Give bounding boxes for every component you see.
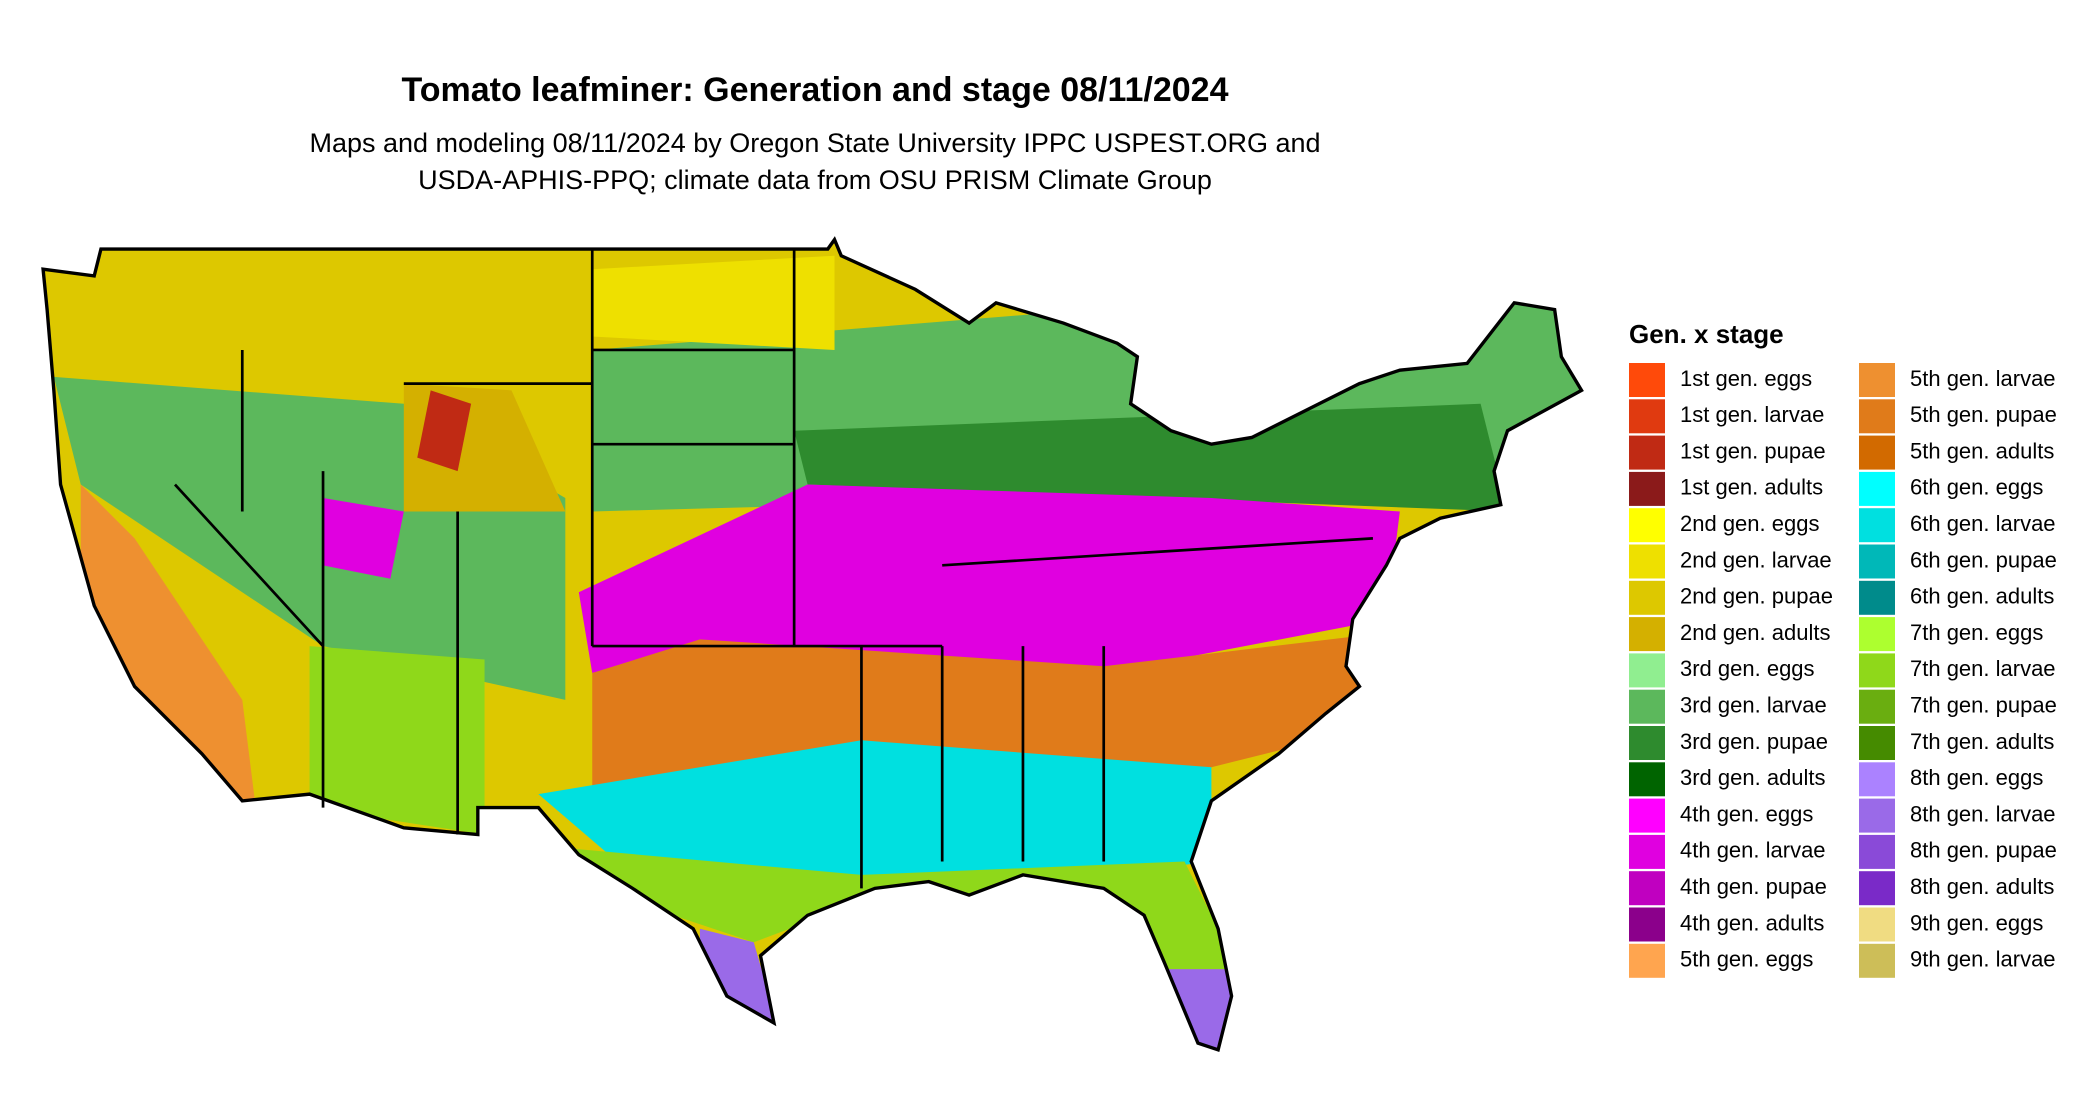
region [794,403,1508,512]
legend-swatch [1859,834,1895,869]
legend-label: 1st gen. eggs [1680,366,1812,391]
legend-label: 5th gen. pupae [1910,402,2057,427]
legend-swatch [1859,580,1895,615]
legend-label: 3rd gen. adults [1680,765,1826,790]
us-map [41,237,1584,1052]
legend-swatch [1859,363,1895,397]
legend-swatch [1629,580,1665,615]
legend-label: 4th gen. eggs [1680,801,1813,826]
legend-swatch [1629,544,1665,579]
region [578,484,1400,673]
legend-label: 8th gen. adults [1910,874,2054,899]
legend-label: 6th gen. eggs [1910,475,2043,500]
legend-swatch [1629,399,1665,434]
legend-label: 5th gen. eggs [1680,947,1813,972]
legend-label: 1st gen. pupae [1680,438,1826,463]
region [80,484,256,808]
legend-label: 8th gen. larvae [1910,801,2056,826]
legend-swatch [1629,907,1665,942]
legend-swatch [1859,726,1895,760]
legend-label: 4th gen. adults [1680,910,1824,935]
legend-label: 8th gen. pupae [1910,838,2057,863]
legend-swatch [1629,471,1665,506]
legend-label: 1st gen. larvae [1680,402,1824,427]
legend-label: 4th gen. larvae [1680,838,1826,863]
legend-label: 9th gen. eggs [1910,910,2043,935]
legend-label: 7th gen. adults [1910,729,2054,754]
legend-swatch [1629,726,1665,760]
legend-swatch [1859,471,1895,506]
state-borders [173,249,1374,889]
legend-swatch [1629,435,1665,470]
legend-swatch [1859,762,1895,797]
region [538,740,1212,889]
legend-swatch [1859,798,1895,833]
legend-swatch [1629,689,1665,724]
legend-label: 7th gen. pupae [1910,693,2057,718]
region [565,847,1239,970]
legend-swatch [1629,508,1665,543]
legend: 1st gen. eggs 1st gen. larvae 1st gen. pup… [1629,363,2057,978]
legend-swatch [1629,653,1665,688]
region [323,498,404,579]
legend-swatch [1859,617,1895,652]
legend-label: 2nd gen. pupae [1680,584,1833,609]
legend-label: 2nd gen. adults [1680,620,1830,645]
legend-label: 6th gen. adults [1910,584,2054,609]
legend-swatch [1859,653,1895,688]
legend-label: 5th gen. adults [1910,438,2054,463]
map-subtitle: USDA-APHIS-PPQ; climate data from OSU PR… [418,165,1212,195]
legend-label: 6th gen. larvae [1910,511,2056,536]
legend-swatch [1859,508,1895,543]
region [592,632,1387,822]
legend-swatch [1629,943,1665,978]
legend-label: 2nd gen. eggs [1680,511,1819,536]
legend-swatch [1859,435,1895,470]
legend-label: 2nd gen. larvae [1680,547,1832,572]
legend-swatch [1859,689,1895,724]
legend-label: 8th gen. eggs [1910,765,2043,790]
region [417,390,472,472]
legend-swatch [1629,834,1665,869]
map-title: Tomato leafminer: Generation and stage 0… [401,71,1228,109]
legend-swatch [1629,363,1665,397]
legend-swatch [1859,544,1895,579]
legend-swatch [1629,798,1665,833]
legend-swatch [1859,907,1895,942]
legend-swatch [1859,943,1895,978]
legend-label: 3rd gen. pupae [1680,729,1828,754]
legend-swatch [1859,871,1895,906]
legend-label: 1st gen. adults [1680,475,1823,500]
legend-label: 6th gen. pupae [1910,547,2057,572]
legend-label: 5th gen. larvae [1910,366,2056,391]
legend-swatch [1629,617,1665,652]
legend-label: 9th gen. larvae [1910,947,2056,972]
legend-label: 4th gen. pupae [1680,874,1827,899]
legend-label: 3rd gen. eggs [1680,656,1815,681]
region [592,255,835,350]
legend-swatch [1859,399,1895,434]
legend-label: 7th gen. larvae [1910,656,2056,681]
map-subtitle: Maps and modeling 08/11/2024 by Oregon S… [309,128,1320,158]
legend-swatch [1629,871,1665,906]
legend-label: 3rd gen. larvae [1680,693,1827,718]
legend-swatch [1629,762,1665,797]
region [309,646,485,835]
legend-label: 7th gen. eggs [1910,620,2043,645]
legend-title: Gen. x stage [1629,319,1784,349]
